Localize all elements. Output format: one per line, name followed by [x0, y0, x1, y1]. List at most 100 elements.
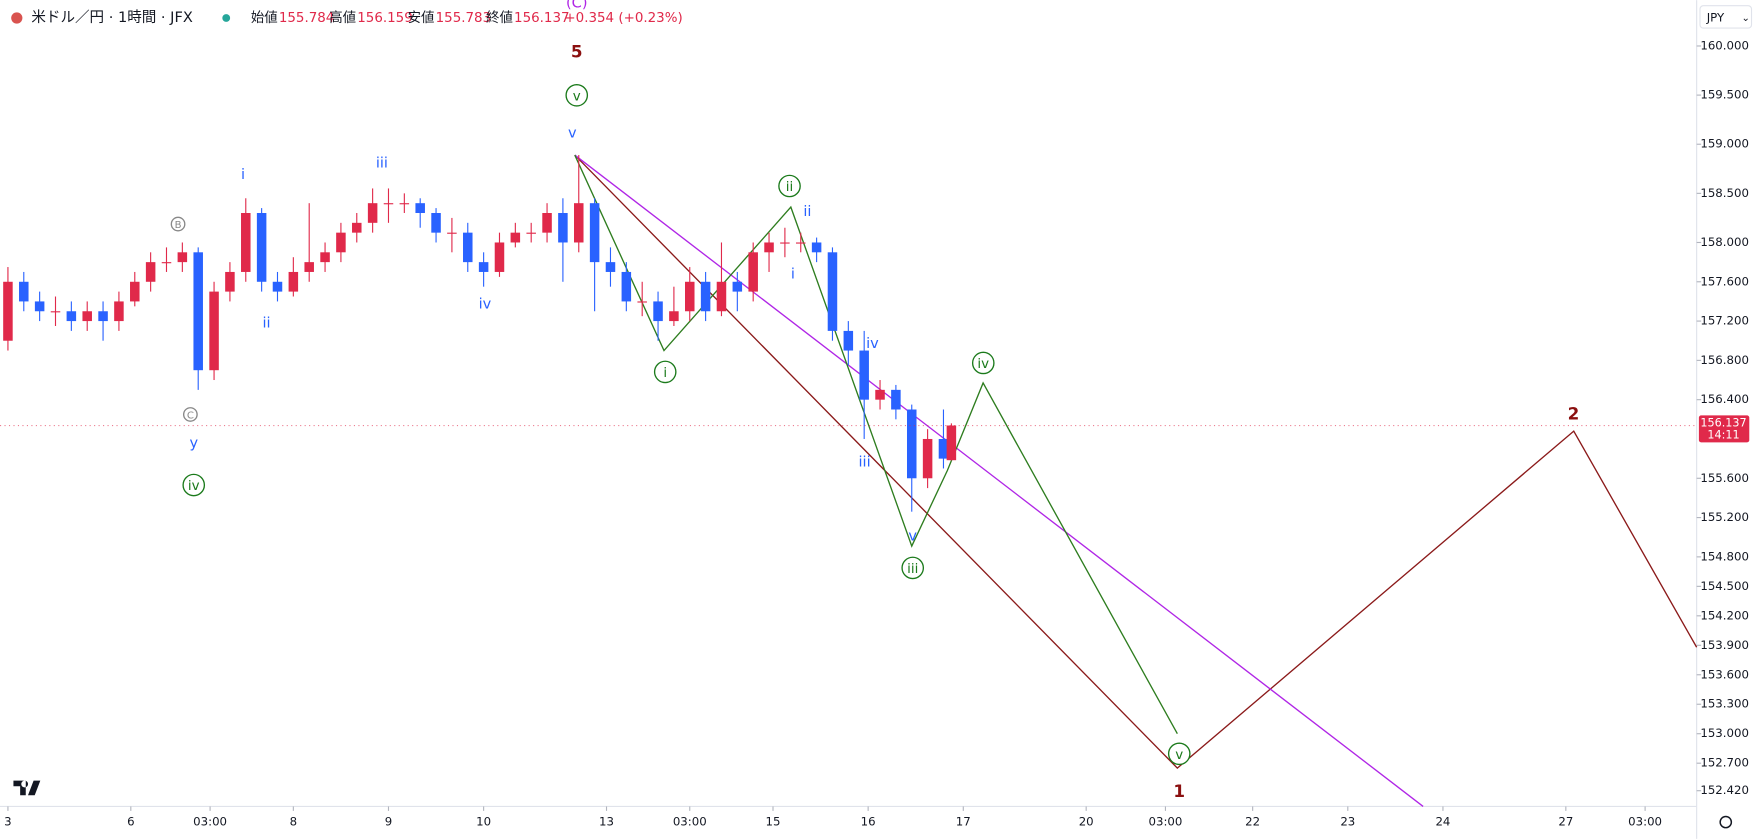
x-tick-label: 24 [1435, 815, 1450, 829]
y-tick-label: 159.000 [1700, 137, 1749, 151]
candle-body [843, 330, 854, 351]
candle-body [827, 252, 838, 331]
candle-body [938, 438, 949, 459]
wave-label: C [187, 411, 194, 422]
candle-body [526, 232, 536, 234]
wave-label: y [189, 435, 198, 452]
y-tick-label: 153.300 [1700, 697, 1749, 711]
x-tick-label: 17 [956, 815, 971, 829]
candle-body [3, 281, 13, 341]
candle-body [209, 291, 219, 371]
y-tick-label: 156.400 [1700, 392, 1749, 406]
x-tick-label: 13 [599, 815, 614, 829]
candle-body [780, 242, 790, 244]
symbol-title[interactable]: 米ドル／円 · 1時間 · JFX [31, 9, 192, 26]
candle-body [748, 252, 758, 292]
candle-body [352, 222, 362, 233]
wave-label: iii [858, 454, 870, 471]
x-tick-label: 8 [290, 815, 297, 829]
candle-body [225, 271, 235, 292]
wave-label: 5 [571, 42, 583, 62]
currency-box[interactable] [1699, 5, 1753, 29]
currency-caret: ⌄ [1741, 13, 1749, 24]
y-tick-label: 153.600 [1700, 667, 1749, 681]
candle-body [82, 311, 92, 322]
wave-line [574, 154, 1698, 770]
wave-label: iv [866, 335, 879, 352]
x-tick-label: 03:00 [1628, 815, 1662, 829]
wave-label: ii [803, 203, 811, 220]
ohlc-value: 156.159 [357, 11, 413, 26]
candle-body [637, 301, 647, 303]
wave-label-ring [182, 473, 206, 497]
candle-body [494, 242, 505, 272]
wave-label: ii [786, 180, 793, 195]
tv-logo [13, 780, 41, 796]
x-tick-label: 27 [1558, 815, 1573, 829]
last-price-box [1698, 415, 1750, 443]
candle-body [589, 203, 600, 263]
y-tick-label: 160.000 [1700, 38, 1749, 52]
y-tick-label: 158.500 [1700, 186, 1749, 200]
wave-label: i [241, 166, 245, 183]
candle-body [700, 281, 711, 312]
wave-label-ring [971, 351, 995, 375]
wave-label: i [791, 265, 795, 282]
settings-icon[interactable] [1719, 815, 1733, 829]
candle-body [114, 301, 124, 322]
wave-label: iii [907, 562, 918, 577]
symbol-flag [11, 12, 23, 24]
wave-label: iii [376, 155, 388, 172]
candle-body [875, 389, 885, 400]
ohlc-value: 155.784 [279, 11, 335, 26]
y-tick-label: 154.500 [1700, 579, 1749, 593]
countdown: 14:11 [1707, 429, 1739, 442]
market-status [222, 14, 231, 22]
x-tick-label: 20 [1079, 815, 1094, 829]
candle-body [241, 213, 251, 272]
wave-label-ring [778, 174, 801, 198]
candle-body [145, 262, 156, 282]
candle-body [764, 242, 774, 253]
candle-body [256, 213, 267, 282]
candle-body [431, 213, 441, 233]
x-tick-label: 10 [476, 815, 491, 829]
candle-body [19, 281, 29, 302]
wave-label: i [663, 366, 667, 381]
y-tick-label: 158.000 [1700, 235, 1749, 249]
wave-label-ring [1167, 742, 1191, 766]
ohlc-label: 始値 [251, 10, 278, 26]
candle-body [906, 409, 917, 479]
x-tick-label: 9 [385, 815, 392, 829]
currency[interactable]: JPY [1706, 11, 1725, 25]
candle-body [653, 301, 663, 322]
candle-body [891, 389, 901, 410]
wave-label: v [573, 89, 581, 104]
y-tick-label: 153.900 [1700, 638, 1749, 652]
candle-body [795, 242, 806, 244]
candle-body [463, 232, 473, 263]
candle-body [193, 252, 203, 371]
change-value: +0.354 (+0.23%) [564, 11, 682, 26]
wave-label: (C) [566, 0, 588, 11]
candle-body [415, 203, 425, 214]
wave-label-ring [565, 83, 589, 107]
candle-body [130, 281, 140, 302]
wave-label: iv [977, 357, 989, 372]
wave-label: v [1175, 748, 1183, 763]
ohlc-label: 高値 [329, 9, 356, 26]
wave-label-ring [901, 556, 925, 580]
candle-body [399, 203, 410, 205]
wave-line [574, 154, 1424, 807]
y-tick-label: 152.420 [1700, 783, 1749, 797]
wave-label: ii [262, 315, 270, 332]
candle-body [50, 311, 61, 313]
candle-body [716, 281, 727, 312]
candle-body [685, 281, 695, 312]
wave-label: B [175, 220, 182, 231]
y-tick-label: 155.200 [1700, 510, 1749, 524]
wave-label: v [908, 528, 917, 545]
candle-body [478, 262, 489, 272]
candle-body [320, 252, 330, 263]
